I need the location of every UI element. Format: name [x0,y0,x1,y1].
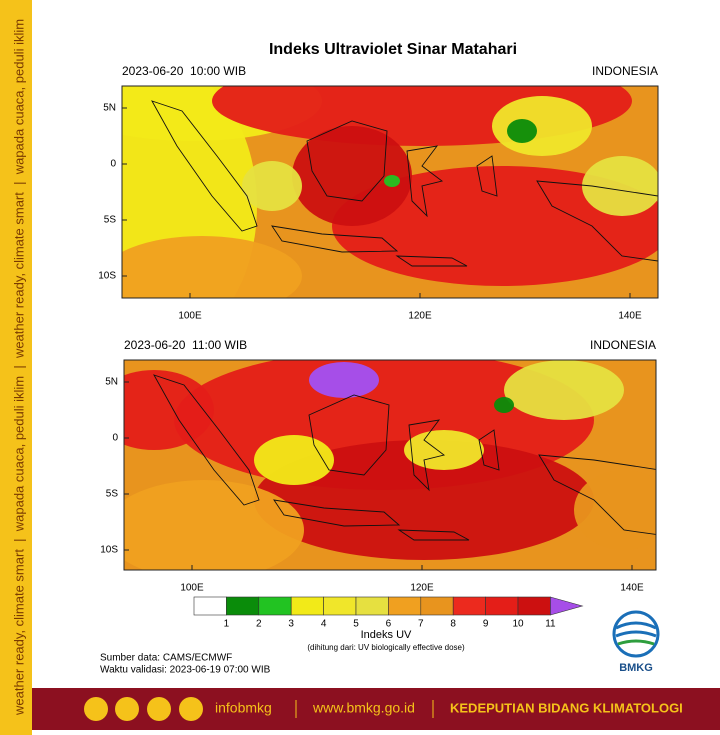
colorbar-label: 4 [321,619,327,630]
map-region: INDONESIA [592,64,658,78]
footer-handle: infobmkg [215,700,272,716]
youtube-icon[interactable] [147,697,171,721]
lat-label: 5N [103,103,116,114]
uv-zone [242,161,302,211]
uv-zone [492,96,592,156]
uv-map [122,86,658,298]
colorbar: 1 2 3 4 5 6 7 8 9 10 11 [193,596,584,630]
colorbar-label: 8 [450,619,456,630]
lat-label: 10S [100,545,118,556]
colorbar-label: 7 [418,619,424,630]
map-frame [121,85,659,299]
lat-label: 0 [110,159,116,170]
footer-website[interactable]: www.bmkg.go.id [312,700,415,716]
lon-label: 100E [180,583,204,594]
colorbar-box [323,596,357,616]
source: Sumber data: CAMS/ECMWF [100,653,232,664]
side-strip [0,0,32,735]
colorbar-label: 5 [353,619,359,630]
uv-zone [384,175,400,187]
colorbar-box [290,596,324,616]
map-time: 2023-06-20 11:00 WIB [124,338,247,352]
lon-label: 140E [620,583,644,594]
validity: Waktu validasi: 2023-06-19 07:00 WIB [100,665,271,676]
uv-zone [254,435,334,485]
colorbar-box [517,596,551,616]
social-icons [84,697,203,721]
colorbar-over [550,596,584,616]
footer-office: KEDEPUTIAN BIDANG KLIMATOLOGI [450,700,683,715]
colorbar-label: 10 [512,619,524,630]
title: Indeks Ultraviolet Sinar Matahari [269,41,517,58]
lat-label: 5S [104,215,117,226]
colorbar-box [485,596,519,616]
logo-text: BMKG [619,662,653,674]
colorbar-label: 2 [256,619,262,630]
colorbar-label: 9 [483,619,489,630]
bmkg-logo: BMKG [612,610,660,674]
maps: 2023-06-20 10:00 WIB INDONESIA 5N 0 5S 10S 100… [98,64,659,594]
side-text: weather ready, climate smart | wapada cu… [11,19,26,716]
map-region: INDONESIA [590,338,656,352]
lon-label: 120E [408,311,432,322]
uv-zone [582,156,658,216]
colorbar-label: 3 [288,619,294,630]
uv-zone [404,430,484,470]
colorbar-label: 1 [224,619,230,630]
uv-map [124,360,656,570]
uv-zone [332,166,658,286]
lat-label: 5N [105,377,118,388]
instagram-icon[interactable] [179,697,203,721]
footer-bar [32,688,720,730]
map-time: 2023-06-20 10:00 WIB [122,64,246,78]
twitter-icon[interactable] [84,697,108,721]
uv-zone [574,470,656,550]
uv-zone [494,397,514,413]
uv-zone [507,119,537,143]
lon-label: 120E [410,583,434,594]
colorbar-box [452,596,486,616]
colorbar-box [388,596,422,616]
lat-label: 10S [98,271,116,282]
colorbar-box [355,596,389,616]
colorbar-title: Indeks UV [361,629,412,641]
uv-zone [124,370,214,450]
uv-zone [309,362,379,398]
colorbar-box [258,596,292,616]
colorbar-box [226,596,260,616]
lat-label: 0 [112,433,118,444]
lon-label: 140E [618,311,642,322]
colorbar-label: 6 [386,619,392,630]
lon-label: 100E [178,311,202,322]
colorbar-label: 11 [545,619,556,630]
uv-zone [124,480,304,570]
colorbar-box [420,596,454,616]
map-frame [123,359,657,571]
uv-zone [292,126,412,226]
uv-zone [254,440,594,560]
colorbar-subtitle: (dihitung dari: UV biologically effectiv… [307,643,465,652]
colorbar-box [193,596,227,616]
uv-zone [122,236,302,298]
facebook-icon[interactable] [115,697,139,721]
uv-zone [504,360,624,420]
lat-label: 5S [106,489,119,500]
